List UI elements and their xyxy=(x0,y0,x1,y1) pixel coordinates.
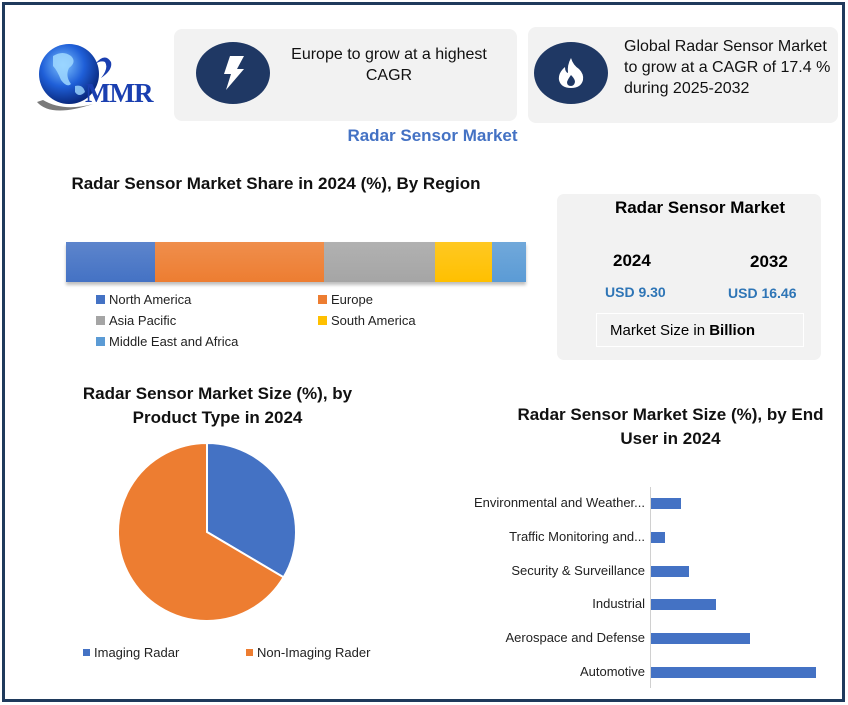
end-user-bar-chart: Environmental and Weather... Traffic Moni… xyxy=(440,487,840,690)
legend-item-asia-pacific: Asia Pacific xyxy=(96,313,176,328)
value-2032: USD 16.46 xyxy=(728,285,797,301)
region-stacked-bar xyxy=(66,242,526,282)
legend-item-north-america: North America xyxy=(96,292,191,307)
market-size-title: Radar Sensor Market xyxy=(614,198,786,217)
globe-icon xyxy=(37,44,99,111)
lightning-bolt-icon xyxy=(224,56,244,90)
bar-label: Security & Surveillance xyxy=(511,562,645,578)
year-2032: 2032 xyxy=(750,252,788,271)
bar-row: Automotive xyxy=(440,656,840,690)
legend-item-mea: Middle East and Africa xyxy=(96,334,238,349)
pie-slice-imaging-radar xyxy=(206,441,297,579)
end-user-chart-title: Radar Sensor Market Size (%), by End Use… xyxy=(517,405,824,448)
legend-label: South America xyxy=(331,313,416,328)
unit-bold: Billion xyxy=(709,321,756,339)
mmr-logo: MMR xyxy=(33,40,158,118)
legend-swatch xyxy=(96,295,105,304)
bar-label: Automotive xyxy=(579,664,645,679)
legend-swatch xyxy=(318,295,327,304)
region-chart-title: Radar Sensor Market Share in 2024 (%), B… xyxy=(71,174,481,193)
pie-slice-non-imaging-rader xyxy=(117,441,285,622)
bar-industrial xyxy=(651,599,716,611)
bar-segment-south-america xyxy=(435,242,493,282)
bar-row: Traffic Monitoring and... xyxy=(440,521,840,555)
main-title: Radar Sensor Market xyxy=(347,126,518,145)
legend-label: Asia Pacific xyxy=(109,313,177,328)
bar-segment-middle-east-and-africa xyxy=(492,242,526,282)
bar-row: Aerospace and Defense xyxy=(440,622,840,656)
bar-label: Aerospace and Defense xyxy=(505,630,645,646)
legend-item-europe: Europe xyxy=(318,292,373,307)
legend-swatch xyxy=(96,337,105,346)
legend-label: Middle East and Africa xyxy=(109,334,239,349)
bar-row: Security & Surveillance xyxy=(440,555,840,589)
bar-segment-north-america xyxy=(66,242,155,282)
swoosh-icon xyxy=(95,57,112,78)
logo-text: MMR xyxy=(85,78,153,108)
legend-item-non-imaging-rader: Non-Imaging Rader xyxy=(246,645,370,660)
kpi-text: Global Radar Sensor Market to grow at a … xyxy=(624,38,831,97)
legend-swatch xyxy=(246,649,253,656)
bar-traffic-monitoring-and xyxy=(651,531,665,543)
kpi-icon-circle xyxy=(534,42,608,104)
bar-row: Environmental and Weather... xyxy=(440,487,840,521)
unit-prefix: Market Size in xyxy=(610,321,710,339)
kpi-text: Europe to grow at a highest CAGR xyxy=(291,46,487,84)
bar-label: Environmental and Weather... xyxy=(473,495,645,510)
legend-swatch xyxy=(83,649,90,656)
market-size-card: Radar Sensor Market 2024 2032 USD 9.30 U… xyxy=(557,194,821,360)
legend-item-imaging-radar: Imaging Radar xyxy=(83,645,179,660)
market-size-unit: Market Size in Billion xyxy=(596,313,804,347)
legend-swatch xyxy=(96,316,105,325)
product-type-pie-chart xyxy=(117,441,297,622)
bar-label: Traffic Monitoring and... xyxy=(509,528,645,544)
bar-aerospace-and-defense xyxy=(651,633,750,645)
legend-label: Imaging Radar xyxy=(94,645,180,660)
kpi-card-global-cagr: Global Radar Sensor Market to grow at a … xyxy=(528,27,838,123)
bar-segment-asia-pacific xyxy=(323,242,436,282)
legend-label: Europe xyxy=(331,292,373,307)
legend-label: North America xyxy=(109,292,192,307)
bar-segment-europe xyxy=(154,242,324,282)
value-2024: USD 9.30 xyxy=(605,284,666,300)
legend-label: Non-Imaging Rader xyxy=(257,645,371,660)
pie-chart-title: Radar Sensor Market Size (%), by Product… xyxy=(82,384,353,427)
bar-environmental-and-weather xyxy=(651,498,681,509)
flame-icon xyxy=(558,58,584,88)
bar-row: Industrial xyxy=(440,588,840,622)
legend-swatch xyxy=(318,316,327,325)
kpi-card-europe-cagr: Europe to grow at a highest CAGR xyxy=(174,29,517,121)
y-axis-line xyxy=(650,487,651,688)
bar-automotive xyxy=(651,667,816,678)
year-2024: 2024 xyxy=(613,251,651,270)
bar-security-surveillance xyxy=(651,565,689,577)
bar-label: Industrial xyxy=(592,596,645,612)
legend-item-south-america: South America xyxy=(318,313,416,328)
kpi-icon-circle xyxy=(196,42,270,104)
